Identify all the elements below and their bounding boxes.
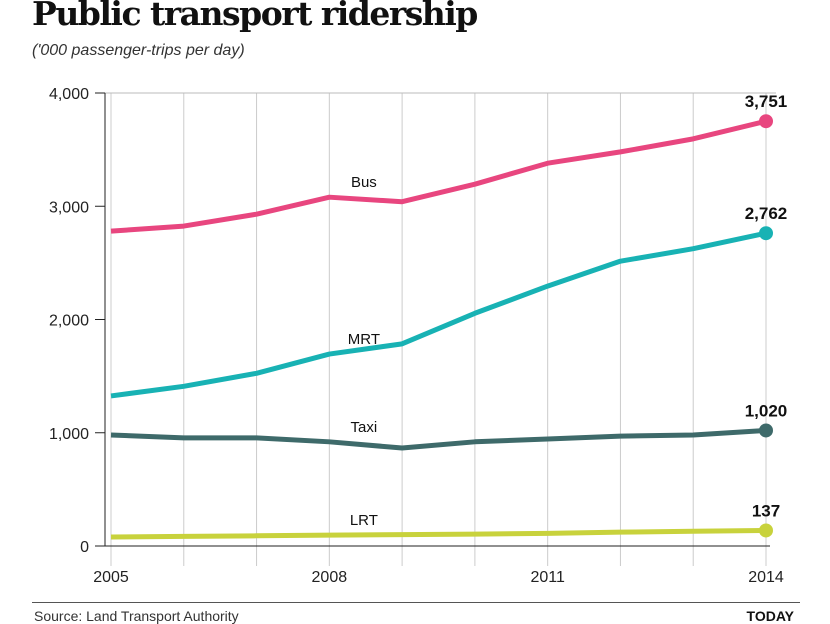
data-label: 2,762	[745, 204, 788, 223]
end-point-taxi	[759, 423, 773, 438]
x-tick-label: 2005	[93, 569, 129, 586]
data-label: 137	[752, 501, 780, 520]
series-label: MRT	[348, 331, 380, 348]
y-tick-label: 4,000	[49, 86, 89, 103]
y-tick-label: 3,000	[49, 199, 89, 216]
series-line-mrt	[110, 230, 767, 399]
series-label: LRT	[350, 512, 378, 529]
series-line-taxi	[110, 427, 767, 451]
end-point-bus	[759, 114, 773, 129]
x-tick-label: 2014	[748, 569, 784, 586]
chart-subtitle: ('000 passenger-trips per day)	[32, 42, 245, 59]
divider	[32, 602, 800, 603]
y-tick-label: 2,000	[49, 313, 89, 330]
series-label: Taxi	[351, 419, 378, 436]
brand-logo: TODAY	[746, 608, 794, 624]
y-tick-label: 1,000	[49, 426, 89, 443]
series-label: Bus	[351, 174, 377, 191]
data-label: 1,020	[745, 401, 788, 420]
series-line-lrt	[110, 527, 767, 540]
end-point-mrt	[759, 226, 773, 241]
chart-title: Public transport ridership	[32, 0, 478, 33]
x-tick-label: 2011	[530, 569, 565, 586]
source-note: Source: Land Transport Authority	[34, 608, 239, 624]
series-line-bus	[110, 118, 767, 234]
data-label: 3,751	[745, 92, 788, 111]
y-tick-label: 0	[80, 539, 89, 556]
x-tick-label: 2008	[312, 569, 348, 586]
end-point-lrt	[759, 523, 773, 538]
